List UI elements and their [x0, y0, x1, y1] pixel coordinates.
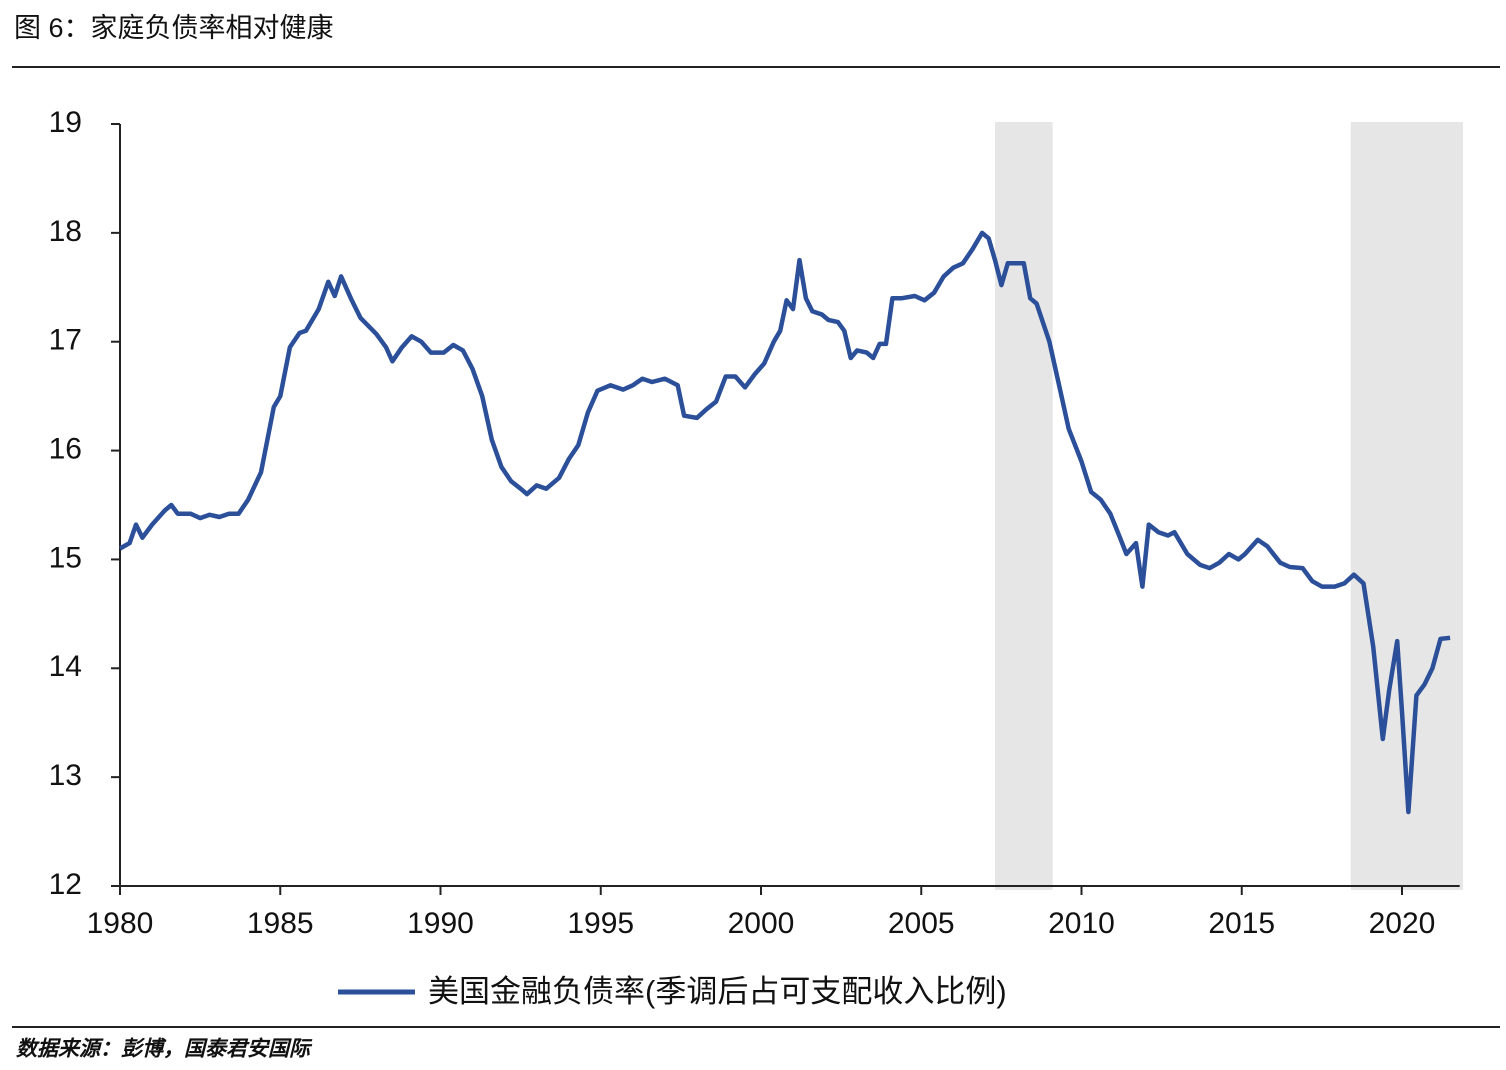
source: 数据来源：彭博，国泰君安国际 [16, 1037, 313, 1061]
y-tick-label: 13 [49, 759, 82, 792]
y-tick-label: 18 [49, 215, 82, 248]
legend-label: 美国金融负债率(季调后占可支配收入比例) [428, 974, 1007, 1009]
x-tick-label: 1985 [247, 907, 314, 940]
x-tick-label: 1995 [567, 907, 634, 940]
x-tick-label: 2010 [1048, 907, 1115, 940]
chart-title: 图 6：家庭负债率相对健康 [14, 13, 334, 43]
x-tick-label: 1990 [407, 907, 474, 940]
x-tick-label: 2005 [888, 907, 955, 940]
y-tick-label: 19 [49, 106, 82, 139]
y-tick-label: 16 [49, 432, 82, 465]
y-tick-label: 12 [49, 868, 82, 901]
y-tick-label: 17 [49, 324, 82, 357]
y-tick-label: 15 [49, 541, 82, 574]
x-tick-label: 2020 [1369, 907, 1436, 940]
x-tick-label: 2000 [728, 907, 795, 940]
shaded-region [994, 122, 1053, 890]
x-tick-label: 2015 [1208, 907, 1275, 940]
y-tick-label: 14 [49, 650, 82, 683]
x-tick-label: 1980 [87, 907, 154, 940]
data-line [118, 230, 1451, 815]
